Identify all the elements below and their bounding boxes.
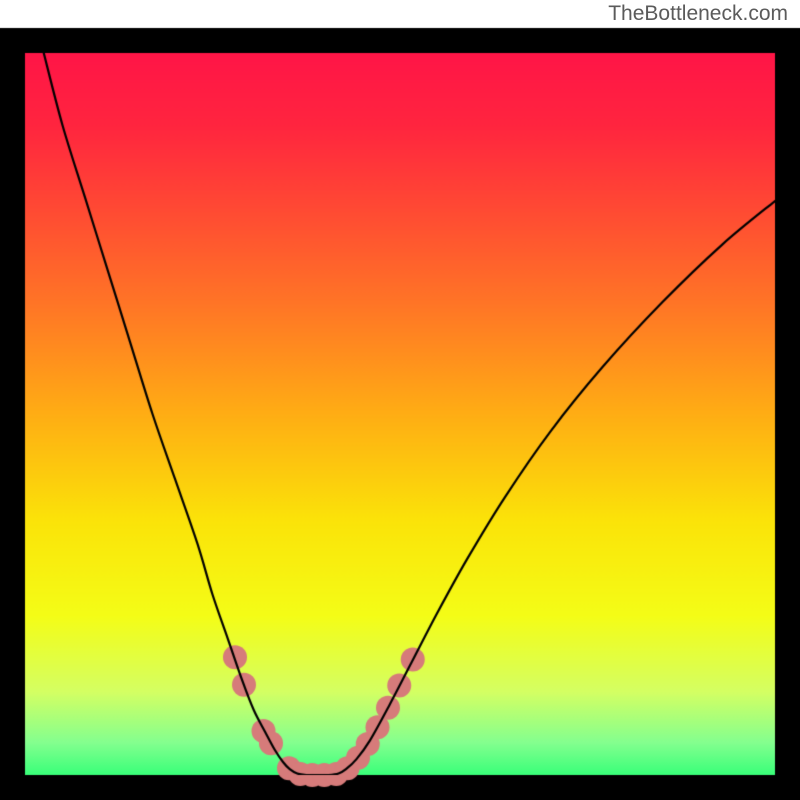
chart-root: TheBottleneck.com bbox=[0, 0, 800, 800]
bottleneck-curve-canvas bbox=[0, 0, 800, 800]
watermark-text: TheBottleneck.com bbox=[608, 2, 788, 26]
